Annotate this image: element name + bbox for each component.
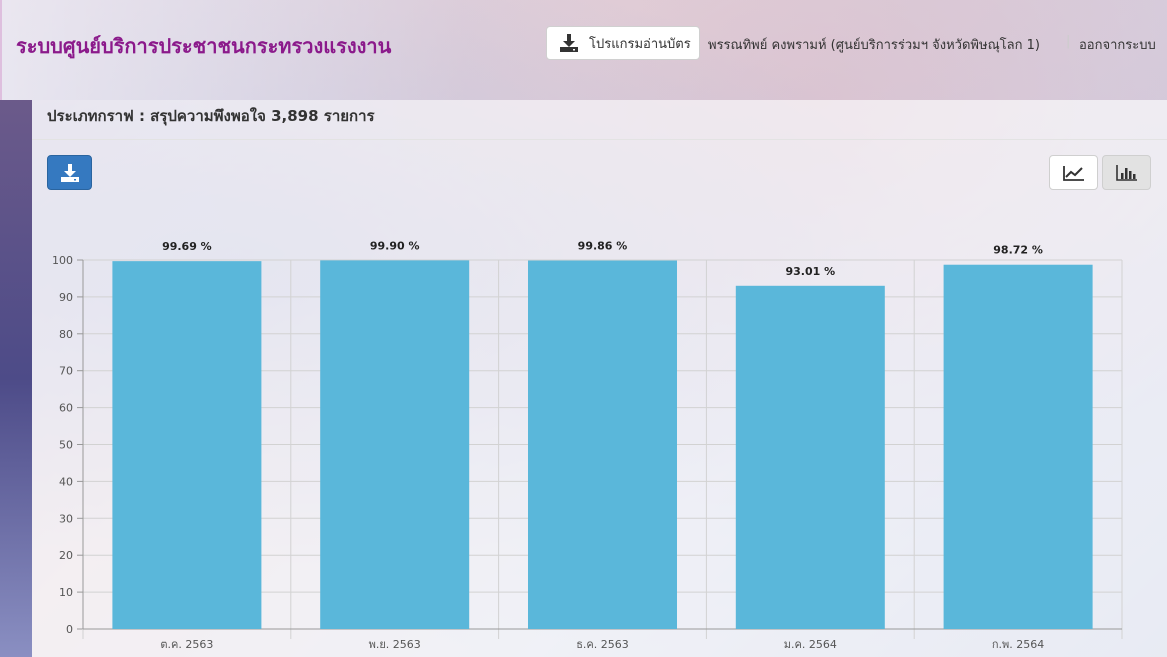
x-tick-label: ต.ค. 2563 [160, 638, 213, 651]
y-tick-label: 80 [59, 328, 73, 341]
app-title: ระบบศูนย์บริการประชาชนกระทรวงแรงงาน [16, 34, 392, 58]
y-tick-label: 50 [59, 439, 73, 452]
chart-panel: ประเภทกราฟ : สรุปความพึงพอใจ 3,898 รายกา… [32, 100, 1167, 657]
y-tick-label: 70 [59, 365, 73, 378]
x-tick-label: ก.พ. 2564 [992, 638, 1044, 651]
y-tick-label: 20 [59, 549, 73, 562]
data-label: 99.69 % [162, 240, 212, 253]
bar-2 [528, 260, 677, 629]
bar-1 [320, 260, 470, 629]
bar-chart-icon [1115, 164, 1139, 182]
card-reader-button[interactable]: โปรแกรมอ่านบัตร [546, 26, 700, 60]
x-tick-label: พ.ย. 2563 [369, 638, 421, 651]
logout-link[interactable]: ออกจากระบบ [1079, 38, 1156, 53]
line-chart-icon [1062, 164, 1086, 182]
data-label: 93.01 % [785, 265, 835, 278]
y-tick-label: 60 [59, 402, 73, 415]
user-info: พรรณทิพย์ คงพรามห์ (ศูนย์บริการร่วมฯ จัง… [708, 38, 1040, 53]
bar-0 [112, 261, 262, 629]
bar-chart: 0 10 20 30 40 50 60 70 80 90 100 99.69 % ต.ค. 2563 99… [52, 239, 1123, 651]
card-reader-label: โปรแกรมอ่านบัตร [589, 36, 691, 52]
bar-3 [735, 285, 885, 629]
download-tray-icon [559, 33, 579, 53]
top-navbar: ระบบศูนย์บริการประชาชนกระทรวงแรงงาน โปรแ… [0, 0, 1167, 100]
panel-title: ประเภทกราฟ : สรุปความพึงพอใจ 3,898 รายกา… [47, 107, 375, 125]
x-tick-label: ธ.ค. 2563 [576, 638, 629, 651]
nav-separator: | [1066, 34, 1071, 49]
panel-divider [32, 139, 1167, 140]
x-tick-label: ม.ค. 2564 [784, 638, 837, 651]
y-tick-label: 30 [59, 512, 73, 525]
y-tick-label: 0 [66, 623, 73, 636]
download-icon [60, 163, 80, 183]
download-button[interactable] [47, 155, 92, 190]
y-tick-label: 40 [59, 475, 73, 488]
line-chart-button[interactable] [1049, 155, 1098, 190]
y-tick-label: 100 [52, 254, 73, 267]
data-label: 99.86 % [578, 240, 628, 253]
bar-4 [943, 264, 1093, 629]
y-tick-label: 90 [59, 291, 73, 304]
data-label: 99.90 % [370, 239, 420, 252]
data-label: 98.72 % [993, 244, 1043, 257]
background-stripe [0, 100, 32, 657]
bar-chart-button[interactable] [1102, 155, 1151, 190]
y-tick-label: 10 [59, 586, 73, 599]
